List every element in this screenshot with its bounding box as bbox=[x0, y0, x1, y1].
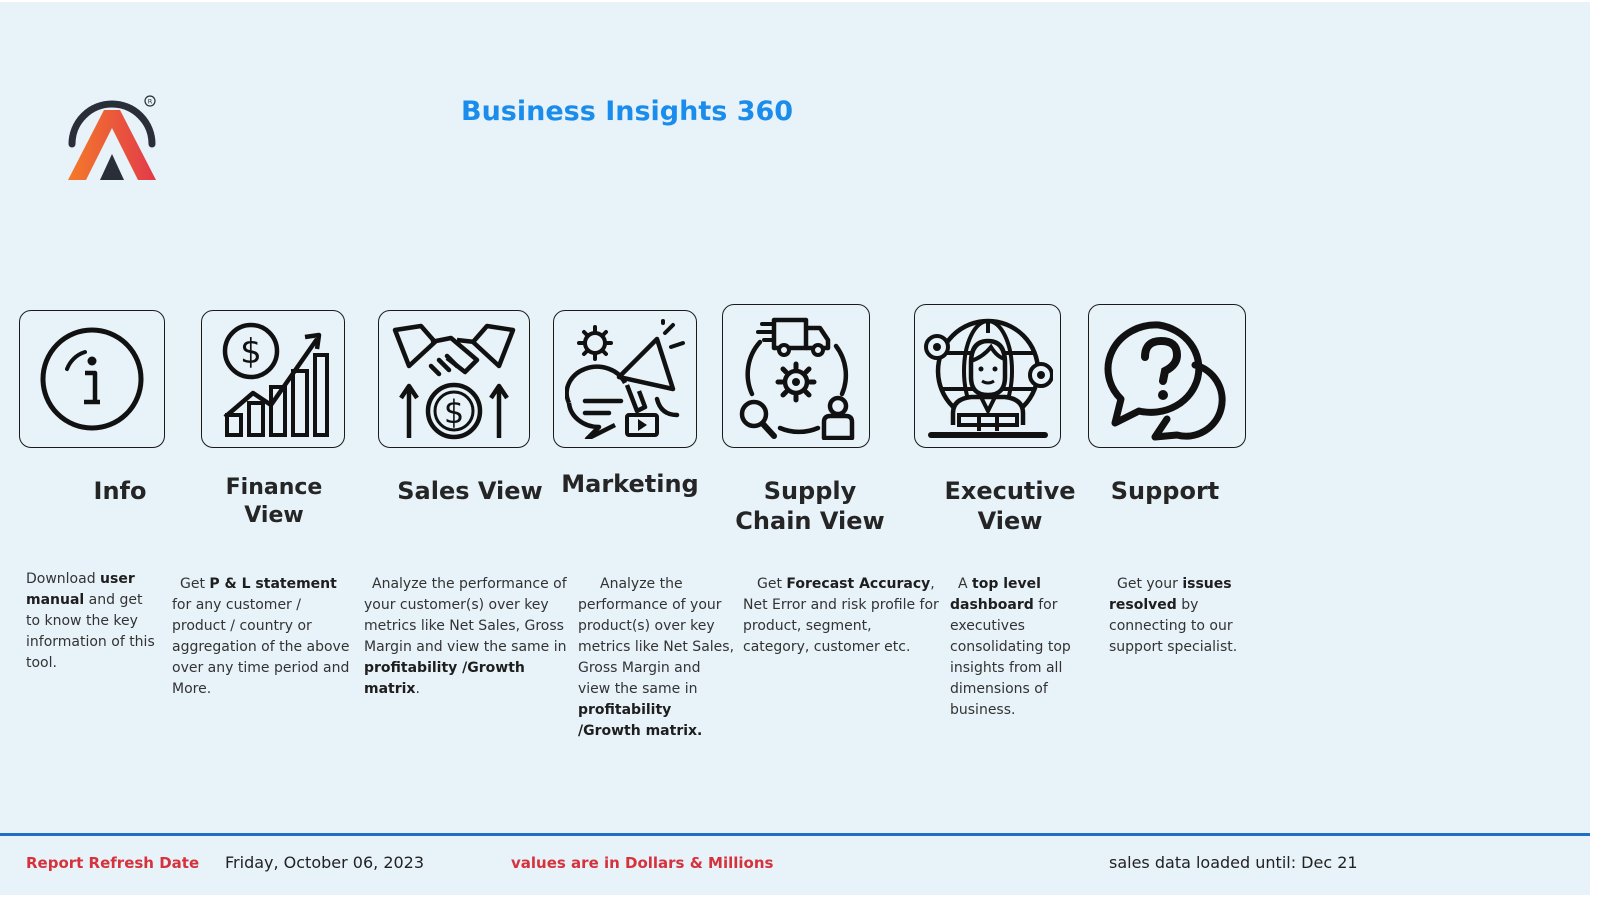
nav-label-marketing[interactable]: Marketing bbox=[561, 470, 699, 498]
nav-label-support[interactable]: Support bbox=[1110, 477, 1220, 505]
nav-card-supply-chain[interactable] bbox=[722, 304, 870, 448]
finance-chart-icon: $ bbox=[222, 322, 329, 437]
nav-desc-info: Download user manual and get to know the… bbox=[26, 571, 155, 671]
page-title: Business Insights 360 bbox=[461, 96, 794, 127]
nav-card-info[interactable] bbox=[19, 310, 165, 448]
nav-desc-executive: A top level dashboard for executives con… bbox=[950, 576, 1071, 718]
info-icon bbox=[40, 327, 144, 431]
nav-desc-supply-chain: Get Forecast Accuracy, Net Error and ris… bbox=[743, 576, 939, 655]
brand-logo-icon: R bbox=[68, 95, 156, 180]
nav-desc-support: Get your issues resolved by connecting t… bbox=[1109, 576, 1238, 655]
nav-label-finance[interactable]: Finance View bbox=[225, 475, 323, 528]
nav-label-sales[interactable]: Sales View bbox=[397, 477, 543, 505]
units-note: values are in Dollars & Millions bbox=[511, 854, 774, 872]
nav-label-info[interactable]: Info bbox=[93, 477, 147, 505]
nav-label-supply-chain[interactable]: Supply Chain View bbox=[735, 477, 885, 535]
handshake-money-icon: $ bbox=[392, 323, 516, 440]
nav-card-executive[interactable] bbox=[914, 304, 1061, 448]
nav-card-sales[interactable]: $ bbox=[378, 310, 530, 448]
sales-loaded-until: sales data loaded until: Dec 21 bbox=[1109, 853, 1358, 872]
nav-desc-finance: Get P & L statement for any customer / p… bbox=[172, 576, 350, 697]
nav-label-executive[interactable]: Executive View bbox=[944, 477, 1076, 535]
refresh-date-value: Friday, October 06, 2023 bbox=[225, 853, 425, 872]
refresh-date-label: Report Refresh Date bbox=[26, 854, 200, 872]
nav-card-marketing[interactable] bbox=[553, 310, 697, 448]
supply-chain-icon bbox=[739, 317, 855, 440]
footer-divider bbox=[0, 833, 1590, 836]
executive-icon bbox=[923, 318, 1053, 438]
megaphone-icon bbox=[565, 319, 685, 439]
nav-desc-marketing: Analyze the performance of your product(… bbox=[578, 576, 735, 739]
nav-desc-sales: Analyze the performance of your customer… bbox=[364, 576, 567, 697]
svg-text:R: R bbox=[148, 98, 153, 106]
nav-card-finance[interactable]: $ bbox=[201, 310, 345, 448]
svg-text:$: $ bbox=[240, 332, 262, 372]
nav-card-support[interactable] bbox=[1088, 304, 1246, 448]
support-chat-icon bbox=[1104, 321, 1226, 441]
bottom-strip bbox=[0, 895, 1600, 900]
svg-text:$: $ bbox=[444, 393, 464, 431]
